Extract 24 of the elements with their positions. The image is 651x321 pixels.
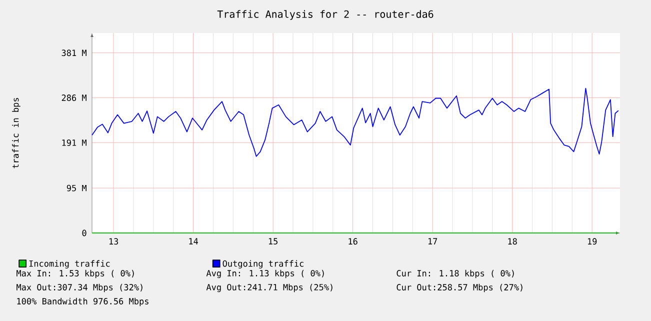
y-axis-title: traffic in bps (12, 98, 20, 168)
x-tick-label: 15 (268, 238, 278, 244)
y-tick-label: 381 M (62, 50, 86, 56)
y-tick-label: 0 (82, 230, 86, 236)
text: Max In: 1.53 kbps ( 0%) (16, 270, 134, 278)
x-tick-label: 16 (348, 238, 358, 245)
text: Avg Out:241.71 Mbps (25%) (206, 284, 332, 292)
legend-label: Incoming traffic (29, 260, 110, 268)
text: 100% Bandwidth 976.56 Mbps (17, 298, 148, 306)
y-tick-label: 191 M (62, 139, 86, 146)
x-tick-label: 18 (508, 238, 517, 245)
y-tick-label: 286 M (62, 94, 86, 101)
legend-label: Outgoing traffic (222, 260, 304, 268)
text: Max Out:307.34 Mbps (32%) (16, 284, 142, 292)
text: Avg In: 1.13 kbps ( 0%) (206, 270, 324, 278)
line-series (92, 88, 619, 157)
text: Cur In: 1.18 kbps ( 0%) (396, 270, 514, 278)
x-tick-label: 19 (588, 238, 597, 245)
x-tick-label: 17 (428, 238, 438, 244)
chart-title: Traffic Analysis for 2 -- router-da6 (217, 10, 434, 20)
x-tick-label: 13 (109, 238, 118, 245)
x-tick-label: 14 (189, 238, 198, 244)
y-tick-label: 95 M (66, 184, 86, 192)
text: Cur Out:258.57 Mbps (27%) (396, 284, 522, 292)
